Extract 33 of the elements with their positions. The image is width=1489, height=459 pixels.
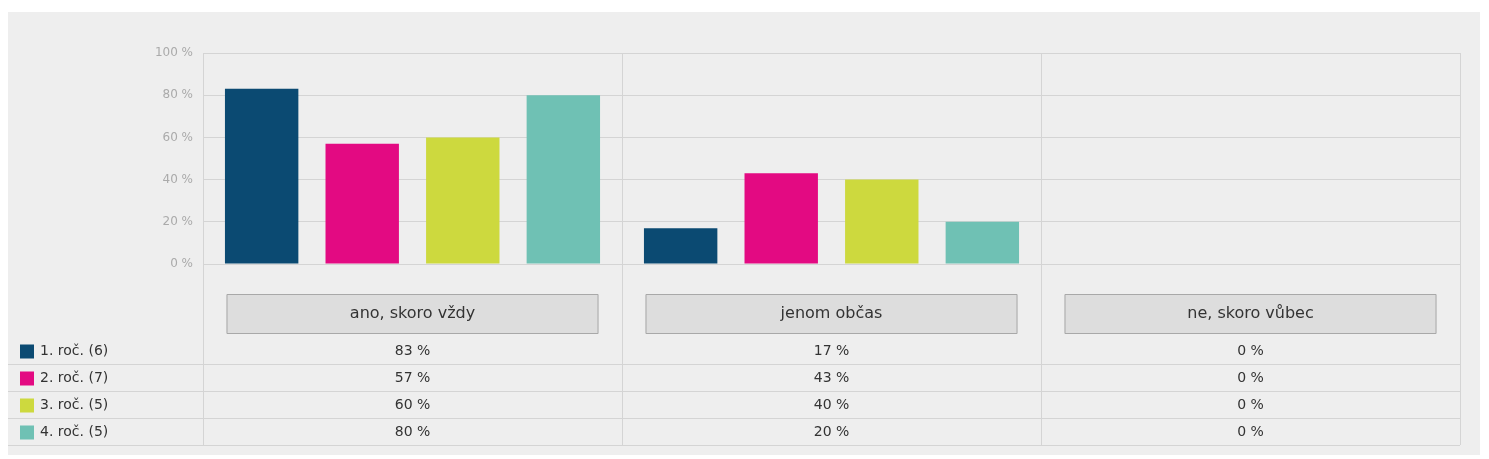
- data-label: 60 %: [394, 396, 431, 413]
- legend-label: 2. roč. (7): [40, 369, 109, 386]
- data-label: 80 %: [394, 423, 431, 440]
- data-label: 57 %: [394, 369, 431, 386]
- data-label: 0 %: [1237, 369, 1264, 386]
- data-label: 0 %: [1237, 396, 1264, 413]
- y-tick-label: 40 %: [162, 171, 193, 186]
- data-label: 43 %: [813, 369, 850, 386]
- legend-label: 1. roč. (6): [40, 342, 109, 359]
- y-tick-label: 80 %: [162, 87, 193, 102]
- y-tick-label: 100 %: [154, 45, 193, 60]
- data-label: 20 %: [813, 423, 850, 440]
- data-label: 0 %: [1237, 342, 1264, 359]
- bar: [744, 173, 818, 264]
- x-tick-label: jenom občas: [779, 303, 883, 323]
- y-tick-label: 20 %: [162, 213, 193, 228]
- legend-label: 3. roč. (5): [40, 396, 109, 413]
- x-tick-label: ne, skoro vůbec: [1187, 303, 1314, 323]
- data-label: 17 %: [813, 342, 850, 359]
- bar: [845, 179, 919, 264]
- bar: [325, 143, 399, 264]
- data-label: 40 %: [813, 396, 850, 413]
- bar: [426, 137, 500, 264]
- y-tick-label: 60 %: [162, 129, 193, 144]
- data-label: 0 %: [1237, 423, 1264, 440]
- bar: [224, 88, 299, 264]
- bar: [945, 221, 1020, 264]
- data-label: 83 %: [394, 342, 431, 359]
- legend-label: 4. roč. (5): [40, 423, 109, 440]
- y-tick-label: 0 %: [170, 256, 193, 271]
- x-tick-label: ano, skoro vždy: [349, 303, 476, 323]
- bar: [643, 228, 718, 264]
- bar: [526, 95, 601, 264]
